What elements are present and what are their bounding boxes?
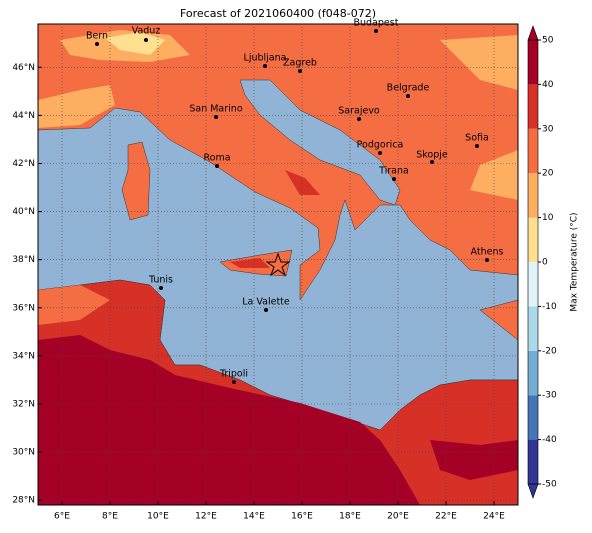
city-label: Tripoli — [219, 369, 248, 380]
colorbar-level — [528, 262, 538, 307]
city-dot — [430, 160, 434, 164]
city-dot — [357, 117, 361, 121]
y-tick-label: 40°N — [12, 207, 35, 217]
city-dot — [232, 380, 236, 384]
city-label: Skopje — [416, 150, 448, 161]
x-tick-label: 20°E — [387, 512, 409, 522]
city-label: Ljubljana — [244, 53, 287, 64]
city-label: Athens — [471, 247, 504, 258]
colorbar-tick-label: -30 — [542, 391, 557, 401]
italy-warm — [285, 170, 320, 195]
city-dot — [406, 94, 410, 98]
colorbar-level — [528, 350, 538, 396]
coast-cool — [38, 85, 115, 128]
city-dot — [214, 115, 218, 119]
map-area — [38, 24, 518, 505]
city-dot — [144, 38, 148, 42]
x-tick-label: 14°E — [243, 512, 265, 522]
colorbar-level — [528, 306, 538, 351]
colorbar-tick-label: -20 — [542, 346, 557, 356]
city-dot — [392, 177, 396, 181]
city-dot — [95, 42, 99, 46]
x-tick-label: 22°E — [435, 512, 457, 522]
colorbar-level — [528, 128, 538, 174]
y-tick-label: 32°N — [12, 399, 35, 409]
colorbar-tick-label: -50 — [542, 480, 557, 490]
city-dot — [263, 64, 267, 68]
colorbar-level — [528, 40, 538, 85]
city-dot — [475, 144, 479, 148]
x-tick-label: 16°E — [291, 512, 313, 522]
cities: Bern Vaduz Budapest Ljubljana Zagreb Bel… — [86, 18, 504, 384]
city-label: Podgorica — [357, 140, 404, 151]
city-label: Budapest — [354, 18, 399, 29]
city-label: Bern — [86, 31, 108, 42]
city-dot — [374, 29, 378, 33]
y-tick-label: 42°N — [12, 159, 35, 169]
city-label: La Valette — [242, 297, 290, 308]
map-title: Forecast of 2021060400 (f048-072) — [180, 7, 376, 20]
colorbar: -50 -40 -30 -20 -10 0 10 20 30 40 50 — [527, 25, 557, 499]
colorbar-level — [528, 395, 538, 440]
colorbar-tick-label: 10 — [542, 213, 554, 223]
colorbar-level — [528, 173, 538, 218]
y-tick-label: 44°N — [12, 111, 35, 121]
atlas-mild — [38, 285, 110, 325]
x-tick-label: 10°E — [147, 512, 169, 522]
africa-hot — [38, 335, 420, 505]
colorbar-tick-label: 30 — [542, 124, 554, 134]
y-tick-label: 28°N — [12, 496, 35, 506]
colorbar-tick-label: 0 — [542, 258, 548, 268]
city-label: Belgrade — [387, 83, 430, 94]
city-dot — [378, 151, 382, 155]
y-tick-label: 36°N — [12, 303, 35, 313]
y-tick-label: 46°N — [12, 63, 35, 73]
location-star — [265, 252, 291, 277]
y-tick-label: 38°N — [12, 255, 35, 265]
egypt-hot — [430, 440, 518, 480]
city-label: Vaduz — [132, 26, 161, 37]
y-tick-label: 34°N — [12, 351, 35, 361]
x-tick-label: 6°E — [54, 512, 70, 522]
city-dot — [485, 258, 489, 262]
colorbar-tick-label: -40 — [542, 435, 557, 445]
colorbar-tick-label: 50 — [542, 36, 554, 46]
map-frame — [37, 23, 519, 506]
colorbar-label: Max Temperature (°C) — [570, 212, 580, 311]
alps-cold — [105, 32, 165, 55]
colorbar-extend-low — [527, 483, 539, 499]
x-tick-label: 18°E — [339, 512, 361, 522]
graticule — [38, 24, 518, 505]
east-cool — [440, 35, 518, 90]
adriatic — [239, 79, 401, 206]
city-label: Sarajevo — [338, 106, 380, 117]
colorbar-tick-label: -10 — [542, 302, 557, 312]
x-tick-label: 24°E — [483, 512, 505, 522]
city-dot — [215, 164, 219, 168]
city-label: Tunis — [148, 275, 173, 286]
colorbar-tick-label: 20 — [542, 169, 554, 179]
city-label: Zagreb — [283, 58, 317, 69]
city-label: San Marino — [189, 104, 242, 115]
city-label: Tirana — [378, 166, 409, 177]
city-dot — [264, 308, 268, 312]
y-tick-label: 30°N — [12, 448, 35, 458]
sicily-warm — [230, 258, 270, 268]
colorbar-tick-label: 40 — [542, 80, 554, 90]
colorbar-extend-high — [527, 25, 539, 41]
sardinia-corsica — [121, 141, 151, 221]
x-tick-label: 8°E — [102, 512, 118, 522]
city-dot — [159, 286, 163, 290]
colorbar-level — [528, 84, 538, 129]
city-dot — [298, 69, 302, 73]
colorbar-level — [528, 439, 538, 484]
colorbar-level — [528, 217, 538, 262]
x-tick-label: 12°E — [195, 512, 217, 522]
city-label: Roma — [203, 153, 230, 164]
city-label: Sofia — [465, 133, 489, 144]
